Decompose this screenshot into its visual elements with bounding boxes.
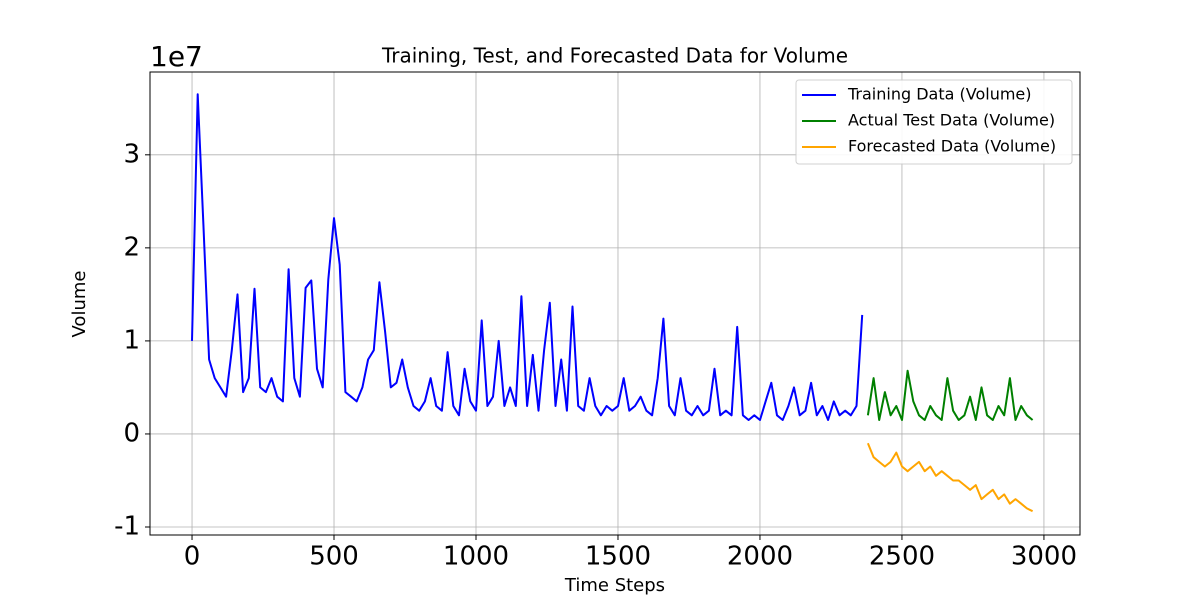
x-tick-label: 2000 [727, 542, 793, 572]
x-tick-label: 1500 [585, 542, 651, 572]
y-axis-label: Volume [69, 271, 90, 338]
x-tick-label: 1000 [443, 542, 509, 572]
y-tick-label: 0 [123, 418, 140, 448]
legend-label: Forecasted Data (Volume) [848, 137, 1056, 156]
legend-box [795, 79, 1073, 165]
data-line [866, 369, 1034, 421]
y-offset-label: 1e7 [150, 40, 203, 73]
y-tick-label: 1 [123, 325, 140, 355]
plot-frame [149, 71, 1081, 536]
x-tick-label: 0 [184, 542, 201, 572]
chart-title: Training, Test, and Forecasted Data for … [381, 44, 848, 68]
x-tick-label: 2500 [869, 542, 935, 572]
y-tick-label: -1 [114, 511, 140, 541]
y-tick-label: 2 [123, 232, 140, 262]
x-tick-label: 3000 [1011, 542, 1077, 572]
data-line [866, 442, 1034, 513]
legend-label: Actual Test Data (Volume) [848, 111, 1055, 130]
legend-label: Training Data (Volume) [847, 85, 1032, 104]
y-tick-label: 3 [123, 139, 140, 169]
legend: Training Data (Volume) Actual Test Data (… [795, 79, 1073, 165]
x-tick-label: 500 [309, 542, 359, 572]
data-line [191, 93, 864, 421]
x-axis-label: Time Steps [564, 575, 665, 596]
